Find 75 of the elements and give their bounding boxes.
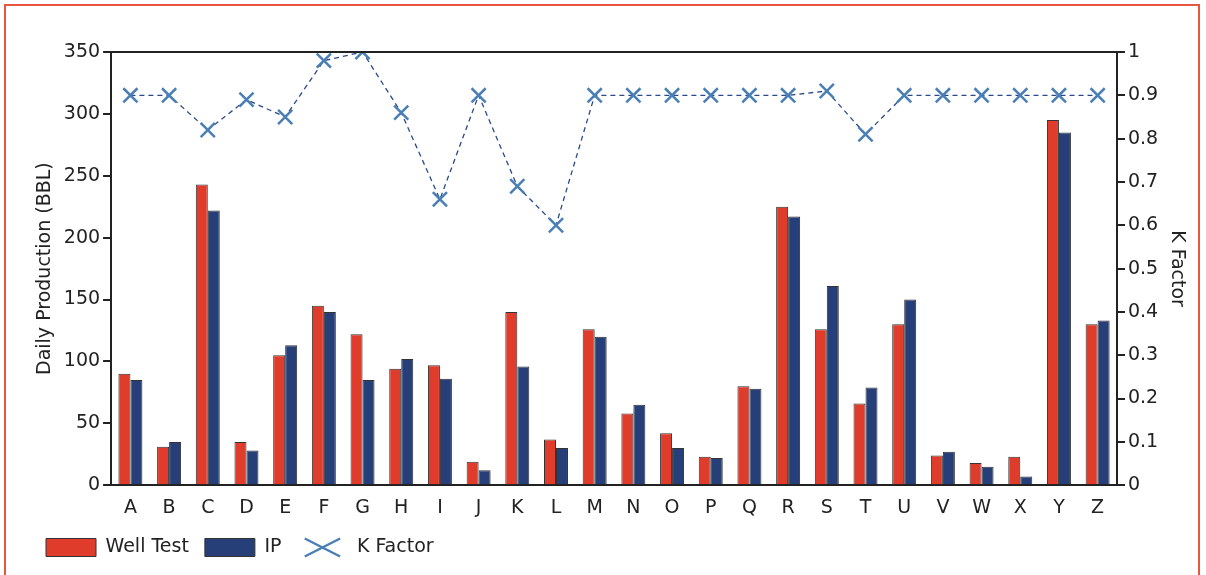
point	[238, 91, 255, 108]
point	[160, 87, 178, 104]
y-tick-label: 0	[87, 472, 101, 495]
legend-label: Well Test	[105, 534, 189, 557]
point	[1050, 87, 1068, 104]
x-tick-label: P	[705, 494, 717, 517]
point	[934, 87, 952, 104]
x-tick-label: S	[820, 494, 833, 517]
y2-tick-label: 0.9	[1127, 82, 1159, 105]
point	[702, 87, 720, 104]
x-tick-label: W	[972, 494, 992, 517]
point	[895, 87, 913, 104]
x-tick-label: C	[201, 494, 215, 517]
y2-tick-label: 0.6	[1127, 212, 1159, 235]
x-tick-label: M	[586, 494, 603, 517]
point	[1089, 87, 1106, 104]
x-tick-label: L	[550, 494, 562, 517]
x-tick-label: I	[437, 494, 443, 517]
point	[741, 87, 758, 104]
x-tick-label: V	[936, 494, 950, 517]
x-tick-label: N	[626, 494, 641, 517]
point	[973, 87, 990, 104]
point	[1011, 87, 1029, 104]
x-tick-label: A	[123, 494, 137, 517]
x-tick-label: T	[858, 494, 872, 517]
point	[779, 87, 797, 104]
x-tick-label: G	[355, 494, 370, 517]
x-tick-label: U	[897, 494, 912, 517]
y-tick-label: 350	[63, 38, 101, 61]
point	[392, 104, 410, 121]
point	[547, 216, 565, 234]
point	[663, 87, 681, 104]
y-tick-label: 50	[75, 410, 101, 433]
x-tick-label: X	[1013, 494, 1027, 517]
y-axis-title: Daily Production (BBL)	[32, 162, 55, 375]
x-tick-label: D	[239, 494, 254, 517]
y-tick-label: 300	[63, 100, 101, 123]
point	[818, 82, 836, 100]
x-tick-label: J	[474, 494, 482, 517]
y-tick-label: 100	[63, 348, 101, 371]
y2-tick-label: 0.4	[1127, 298, 1159, 321]
x-tick-label: H	[394, 494, 409, 517]
x-tick-label: R	[781, 494, 795, 517]
point	[122, 87, 139, 104]
point	[315, 52, 333, 69]
y2-axis-title: K Factor	[1167, 230, 1190, 308]
y2-tick-label: 1	[1127, 38, 1141, 61]
point	[470, 87, 487, 104]
y2-tick-label: 0.2	[1127, 385, 1159, 408]
x-tick-label: B	[162, 494, 176, 517]
point	[857, 125, 874, 143]
y2-tick-label: 0	[1127, 472, 1141, 495]
x-tick-label: E	[279, 494, 292, 517]
y-tick-label: 150	[63, 286, 101, 309]
point	[508, 177, 526, 195]
y2-tick-label: 0.3	[1127, 342, 1159, 365]
x-tick-label: Q	[741, 494, 757, 517]
point	[276, 108, 294, 126]
y2-tick-label: 0.1	[1127, 428, 1159, 451]
point	[431, 190, 449, 208]
legend-label: K Factor	[356, 534, 434, 557]
point	[625, 87, 642, 104]
x-tick-label: K	[511, 494, 525, 517]
y2-tick-label: 0.7	[1127, 168, 1159, 191]
y2-tick-label: 0.5	[1127, 255, 1159, 278]
point	[199, 121, 217, 139]
x-tick-label: O	[664, 494, 680, 517]
legend-label: IP	[264, 534, 282, 557]
y-tick-label: 250	[63, 162, 101, 185]
x-tick-label: Z	[1091, 494, 1105, 517]
x-tick-label: F	[318, 494, 330, 517]
y2-tick-label: 0.8	[1127, 125, 1159, 148]
point	[586, 87, 603, 104]
x-tick-label: Y	[1052, 494, 1066, 517]
y-tick-label: 200	[63, 224, 101, 247]
